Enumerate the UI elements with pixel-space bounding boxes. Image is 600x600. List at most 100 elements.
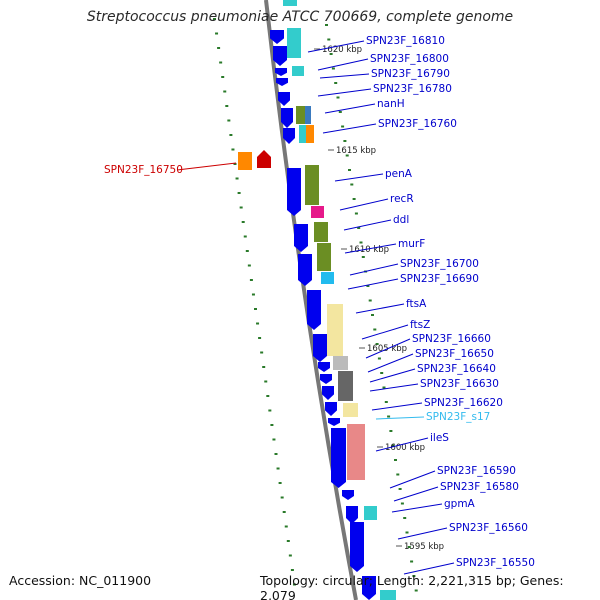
gene-label[interactable]: ftsA — [406, 298, 427, 310]
feature-block[interactable] — [292, 66, 304, 76]
feature-block[interactable] — [314, 222, 328, 242]
cds-arrow[interactable] — [325, 402, 337, 416]
cds-arrow[interactable] — [350, 522, 364, 572]
tick-mark — [373, 328, 377, 331]
gene-label[interactable]: SPN23F_16800 — [370, 53, 449, 65]
gene-label[interactable]: SPN23F_16760 — [378, 118, 457, 130]
feature-block[interactable] — [305, 165, 319, 205]
gene-leader-line — [355, 303, 405, 314]
tick-mark — [407, 546, 411, 548]
gene-leader-line — [322, 123, 377, 134]
gene-label[interactable]: penA — [385, 168, 413, 180]
tick-mark — [410, 560, 414, 563]
gene-label[interactable]: SPN23F_16660 — [412, 333, 491, 345]
tick-mark — [264, 380, 268, 383]
tick-mark — [251, 293, 255, 296]
cds-arrow[interactable] — [320, 374, 332, 384]
cds-arrow[interactable] — [313, 334, 327, 362]
tick-mark — [278, 482, 282, 484]
gene-label[interactable]: SPN23F_s17 — [426, 411, 490, 423]
cds-arrow[interactable] — [362, 576, 376, 600]
feature-block[interactable] — [333, 356, 348, 370]
tick-mark — [254, 308, 257, 310]
gene-label[interactable]: SPN23F_16580 — [440, 481, 519, 493]
cds-arrow[interactable] — [278, 92, 290, 106]
gene-label[interactable]: gpmA — [444, 498, 476, 510]
gene-label[interactable]: SPN23F_16650 — [415, 348, 494, 360]
feature-block[interactable] — [317, 243, 331, 271]
tick-mark — [345, 154, 349, 157]
feature-block[interactable] — [338, 371, 353, 401]
tick-mark — [371, 314, 374, 316]
feature-block[interactable] — [364, 506, 377, 520]
cds-arrow[interactable] — [273, 46, 287, 66]
gene-label[interactable]: SPN23F_16640 — [417, 363, 496, 375]
cds-arrow[interactable] — [283, 128, 295, 144]
cds-arrow[interactable] — [328, 418, 340, 426]
feature-block[interactable] — [287, 28, 301, 58]
cds-arrow[interactable] — [287, 168, 301, 216]
tick-mark — [219, 61, 223, 64]
feature-block[interactable] — [296, 106, 305, 124]
tick-mark — [239, 206, 243, 209]
cds-arrow[interactable] — [331, 428, 346, 488]
cds-arrow[interactable] — [307, 290, 321, 330]
gene-label[interactable]: SPN23F_16700 — [400, 258, 479, 270]
gene-leader-line — [317, 58, 369, 71]
feature-block[interactable] — [327, 304, 343, 356]
selected-gene-label[interactable]: SPN23F_16750 — [104, 164, 183, 176]
gene-label[interactable]: SPN23F_16590 — [437, 465, 516, 477]
tick-mark — [348, 169, 351, 171]
gene-leader-line — [347, 278, 399, 290]
tick-mark — [284, 525, 288, 528]
gene-leader-line — [339, 198, 389, 211]
feature-block[interactable] — [321, 272, 334, 284]
cds-arrow[interactable] — [294, 224, 308, 252]
selected-gene-block[interactable] — [238, 152, 252, 170]
tick-mark — [366, 285, 370, 287]
gene-label[interactable]: ftsZ — [410, 319, 430, 331]
gene-label[interactable]: SPN23F_16810 — [366, 35, 445, 47]
gene-label[interactable]: ddl — [393, 214, 409, 226]
gene-label[interactable]: SPN23F_16560 — [449, 522, 528, 534]
tick-mark — [391, 444, 395, 447]
feature-block[interactable] — [306, 125, 314, 143]
gene-label[interactable]: SPN23F_16690 — [400, 273, 479, 285]
tick-mark — [217, 47, 221, 49]
cds-arrow[interactable] — [281, 108, 293, 128]
cds-arrow[interactable] — [275, 68, 287, 76]
gene-label[interactable]: SPN23F_16630 — [420, 378, 499, 390]
selected-gene-group[interactable]: SPN23F_16750 — [104, 150, 271, 176]
feature-block[interactable] — [380, 590, 396, 600]
selected-gene-arrow[interactable] — [257, 150, 271, 168]
feature-block[interactable] — [311, 206, 324, 218]
topology-summary: Topology: circular; Length: 2,221,315 bp… — [260, 573, 564, 600]
gene-label[interactable]: SPN23F_16780 — [373, 83, 452, 95]
cds-arrow[interactable] — [318, 362, 330, 372]
gene-label[interactable]: murF — [398, 238, 425, 250]
gene-label[interactable]: recR — [390, 193, 414, 205]
tick-mark — [243, 235, 247, 238]
cds-arrow[interactable] — [270, 30, 284, 44]
feature-block[interactable] — [283, 0, 297, 6]
cds-arrow[interactable] — [346, 506, 358, 524]
gc-tick-track — [213, 18, 418, 592]
feature-block[interactable] — [343, 403, 358, 417]
gene-label[interactable]: ileS — [430, 432, 449, 444]
gene-label[interactable]: SPN23F_16620 — [424, 397, 503, 409]
feature-block[interactable] — [299, 125, 306, 143]
feature-block[interactable] — [347, 424, 365, 480]
cds-arrow[interactable] — [298, 254, 312, 286]
feature-block[interactable] — [305, 106, 311, 124]
tick-mark — [400, 502, 404, 505]
gene-label[interactable]: SPN23F_16550 — [456, 557, 535, 569]
map-title: Streptococcus pneumoniae ATCC 700669, co… — [86, 9, 514, 25]
gene-label[interactable]: SPN23F_16790 — [371, 68, 450, 80]
gene-label[interactable]: nanH — [377, 98, 405, 110]
cds-arrow[interactable] — [276, 78, 288, 86]
tick-mark — [274, 453, 278, 455]
cds-arrow[interactable] — [322, 386, 334, 400]
cds-arrow[interactable] — [342, 490, 354, 500]
tick-mark — [260, 351, 264, 354]
